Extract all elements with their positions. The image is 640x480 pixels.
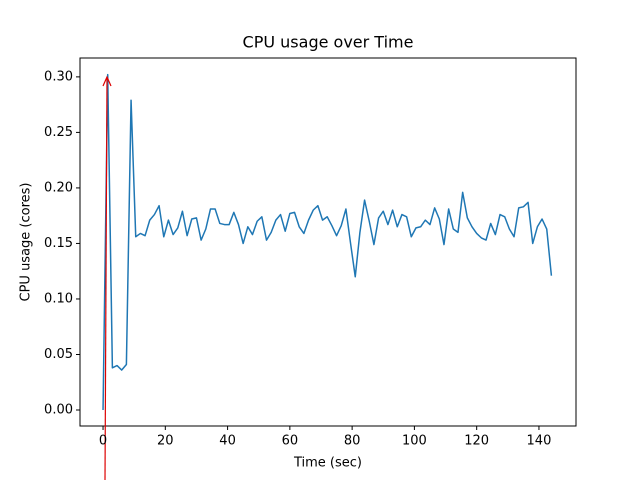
chart-title: CPU usage over Time xyxy=(243,33,414,52)
x-tick-label: 40 xyxy=(219,434,236,449)
x-tick-label: 60 xyxy=(282,434,299,449)
y-tick-label: 0.10 xyxy=(44,291,73,306)
plot-area xyxy=(102,73,553,411)
x-tick-label: 100 xyxy=(402,434,427,449)
x-tick-label: 120 xyxy=(464,434,489,449)
y-tick-label: 0.15 xyxy=(44,236,73,251)
x-tick-label: 140 xyxy=(527,434,552,449)
y-tick-label: 0.30 xyxy=(44,69,73,84)
x-tick-label: 0 xyxy=(99,434,107,449)
x-tick-label: 80 xyxy=(344,434,361,449)
y-tick-label: 0.20 xyxy=(44,180,73,195)
y-tick-label: 0.00 xyxy=(44,403,73,418)
x-tick-label: 20 xyxy=(157,434,174,449)
arrow-shaft xyxy=(104,77,108,480)
annotation-arrow xyxy=(102,75,112,480)
y-tick-label: 0.25 xyxy=(44,125,73,140)
y-axis-label: CPU usage (cores) xyxy=(19,183,34,302)
x-axis-label: Time (sec) xyxy=(293,456,362,471)
y-tick-label: 0.05 xyxy=(44,347,73,362)
axes-frame xyxy=(79,57,577,427)
data-line xyxy=(102,73,553,411)
arrow-head xyxy=(102,75,112,87)
